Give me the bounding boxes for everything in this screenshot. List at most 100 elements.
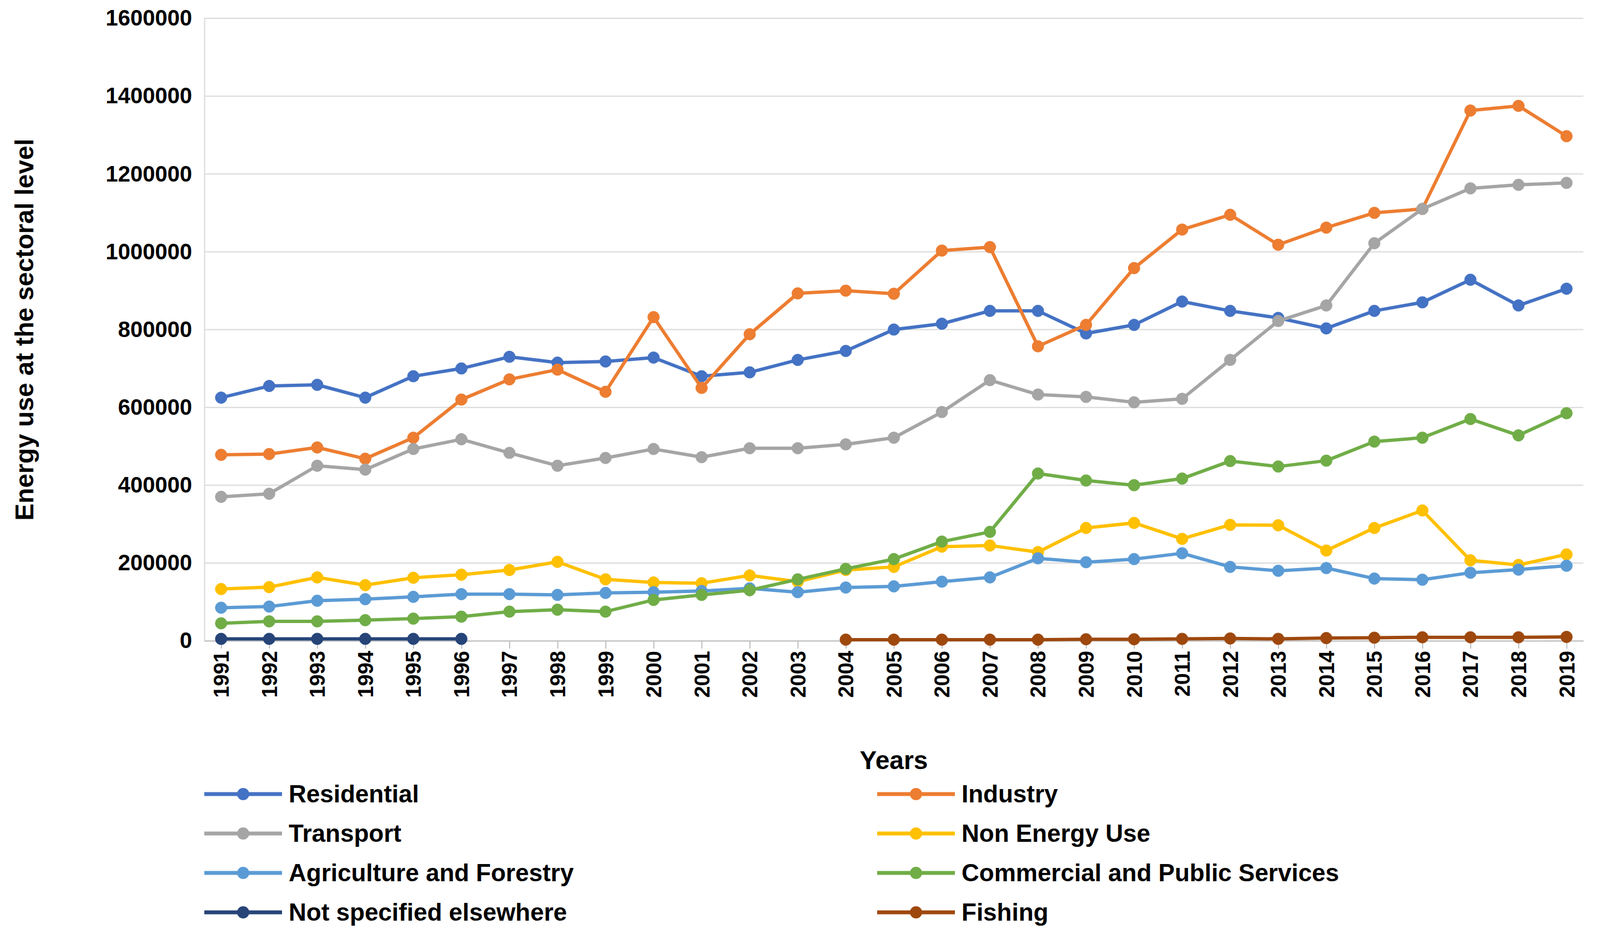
data-point bbox=[839, 633, 852, 646]
legend-marker bbox=[237, 787, 250, 800]
data-point bbox=[936, 575, 948, 588]
tick-label: 2007 bbox=[978, 650, 1003, 698]
data-point bbox=[695, 451, 708, 464]
data-point bbox=[1368, 304, 1381, 317]
tick-mark bbox=[605, 640, 607, 649]
data-point bbox=[1224, 519, 1236, 531]
data-point bbox=[839, 562, 852, 575]
tick-label: 1600000 bbox=[105, 5, 193, 30]
data-point bbox=[984, 525, 996, 538]
data-point bbox=[1320, 299, 1332, 312]
tick: 1997 bbox=[497, 640, 522, 698]
tick-label: 2011 bbox=[1170, 650, 1195, 697]
data-point bbox=[503, 564, 516, 576]
tick: 2018 bbox=[1507, 640, 1531, 698]
data-point bbox=[263, 487, 275, 500]
data-point bbox=[888, 288, 900, 300]
tick: 1991 bbox=[209, 640, 234, 698]
data-point bbox=[1512, 429, 1525, 442]
data-point bbox=[1320, 561, 1332, 574]
data-point bbox=[407, 590, 420, 603]
data-point bbox=[1464, 273, 1477, 286]
data-point bbox=[1032, 340, 1044, 352]
data-point bbox=[311, 594, 324, 607]
tick-label: 0 bbox=[179, 627, 193, 653]
data-point bbox=[1128, 479, 1140, 491]
data-point bbox=[1320, 322, 1332, 335]
data-point bbox=[791, 354, 804, 366]
data-point bbox=[1032, 552, 1044, 565]
data-point bbox=[839, 438, 852, 451]
data-point bbox=[1512, 563, 1525, 576]
tick: 1993 bbox=[305, 640, 330, 698]
data-point bbox=[888, 323, 900, 336]
data-point bbox=[984, 374, 996, 386]
tick-label: 1991 bbox=[209, 650, 234, 698]
data-point bbox=[1128, 319, 1140, 331]
data-point bbox=[1032, 633, 1044, 646]
data-point bbox=[1512, 631, 1525, 643]
tick: 1995 bbox=[401, 640, 426, 698]
tick: 2004 bbox=[834, 640, 858, 698]
data-point bbox=[551, 603, 564, 616]
data-point bbox=[1512, 178, 1525, 191]
legend-marker bbox=[909, 906, 923, 919]
tick: 2019 bbox=[1555, 640, 1579, 698]
tick-label: 2019 bbox=[1555, 650, 1579, 698]
data-point bbox=[1368, 521, 1381, 534]
tick-label: 2016 bbox=[1411, 650, 1435, 698]
data-point bbox=[1272, 460, 1285, 473]
data-point bbox=[311, 441, 324, 454]
data-point bbox=[695, 589, 708, 601]
data-point bbox=[888, 580, 900, 592]
data-point bbox=[1176, 223, 1189, 236]
tick-label: 1400000 bbox=[105, 83, 193, 108]
data-point bbox=[1464, 182, 1477, 195]
data-point bbox=[1560, 282, 1573, 295]
data-point bbox=[503, 373, 516, 386]
data-point bbox=[551, 459, 564, 472]
legend-item: Residential bbox=[204, 780, 420, 808]
legend-marker bbox=[909, 827, 923, 840]
data-point bbox=[1320, 544, 1332, 557]
data-point bbox=[359, 579, 371, 591]
data-point bbox=[215, 632, 228, 645]
tick: 400000 bbox=[118, 472, 205, 497]
data-point bbox=[936, 317, 948, 330]
data-point bbox=[984, 571, 996, 583]
data-point bbox=[1272, 315, 1285, 327]
data-point bbox=[1176, 547, 1189, 560]
tick: 1992 bbox=[258, 640, 282, 698]
legend-item: Fishing bbox=[877, 898, 1049, 926]
legend-label: Fishing bbox=[961, 898, 1049, 926]
data-point bbox=[1128, 396, 1140, 409]
data-point bbox=[311, 459, 324, 472]
tick-label: 1200000 bbox=[105, 161, 193, 186]
data-point bbox=[1224, 632, 1236, 644]
tick: 2003 bbox=[786, 640, 810, 698]
legend-marker bbox=[237, 827, 250, 840]
grid-line bbox=[204, 95, 1584, 97]
legend-marker bbox=[909, 866, 923, 879]
data-point bbox=[1272, 238, 1285, 251]
tick-label: 1993 bbox=[305, 650, 330, 698]
data-point bbox=[599, 573, 612, 586]
data-point bbox=[1368, 631, 1381, 644]
grid-line bbox=[204, 250, 1584, 253]
data-point bbox=[1368, 237, 1381, 249]
data-point bbox=[1032, 304, 1044, 317]
data-point bbox=[984, 539, 996, 552]
tick: 2015 bbox=[1362, 640, 1387, 698]
legend: ResidentialIndustryTransportNon Energy U… bbox=[204, 780, 1340, 926]
tick-mark bbox=[653, 640, 655, 649]
data-point bbox=[1512, 99, 1525, 112]
data-point bbox=[359, 453, 371, 465]
tick: 2013 bbox=[1266, 640, 1291, 698]
legend-item: Not specified elsewhere bbox=[204, 898, 567, 926]
tick: 2007 bbox=[978, 640, 1003, 698]
data-point bbox=[599, 385, 612, 398]
data-point bbox=[1032, 467, 1044, 480]
data-point bbox=[984, 240, 996, 253]
data-point bbox=[743, 569, 756, 582]
data-point bbox=[1272, 564, 1285, 577]
